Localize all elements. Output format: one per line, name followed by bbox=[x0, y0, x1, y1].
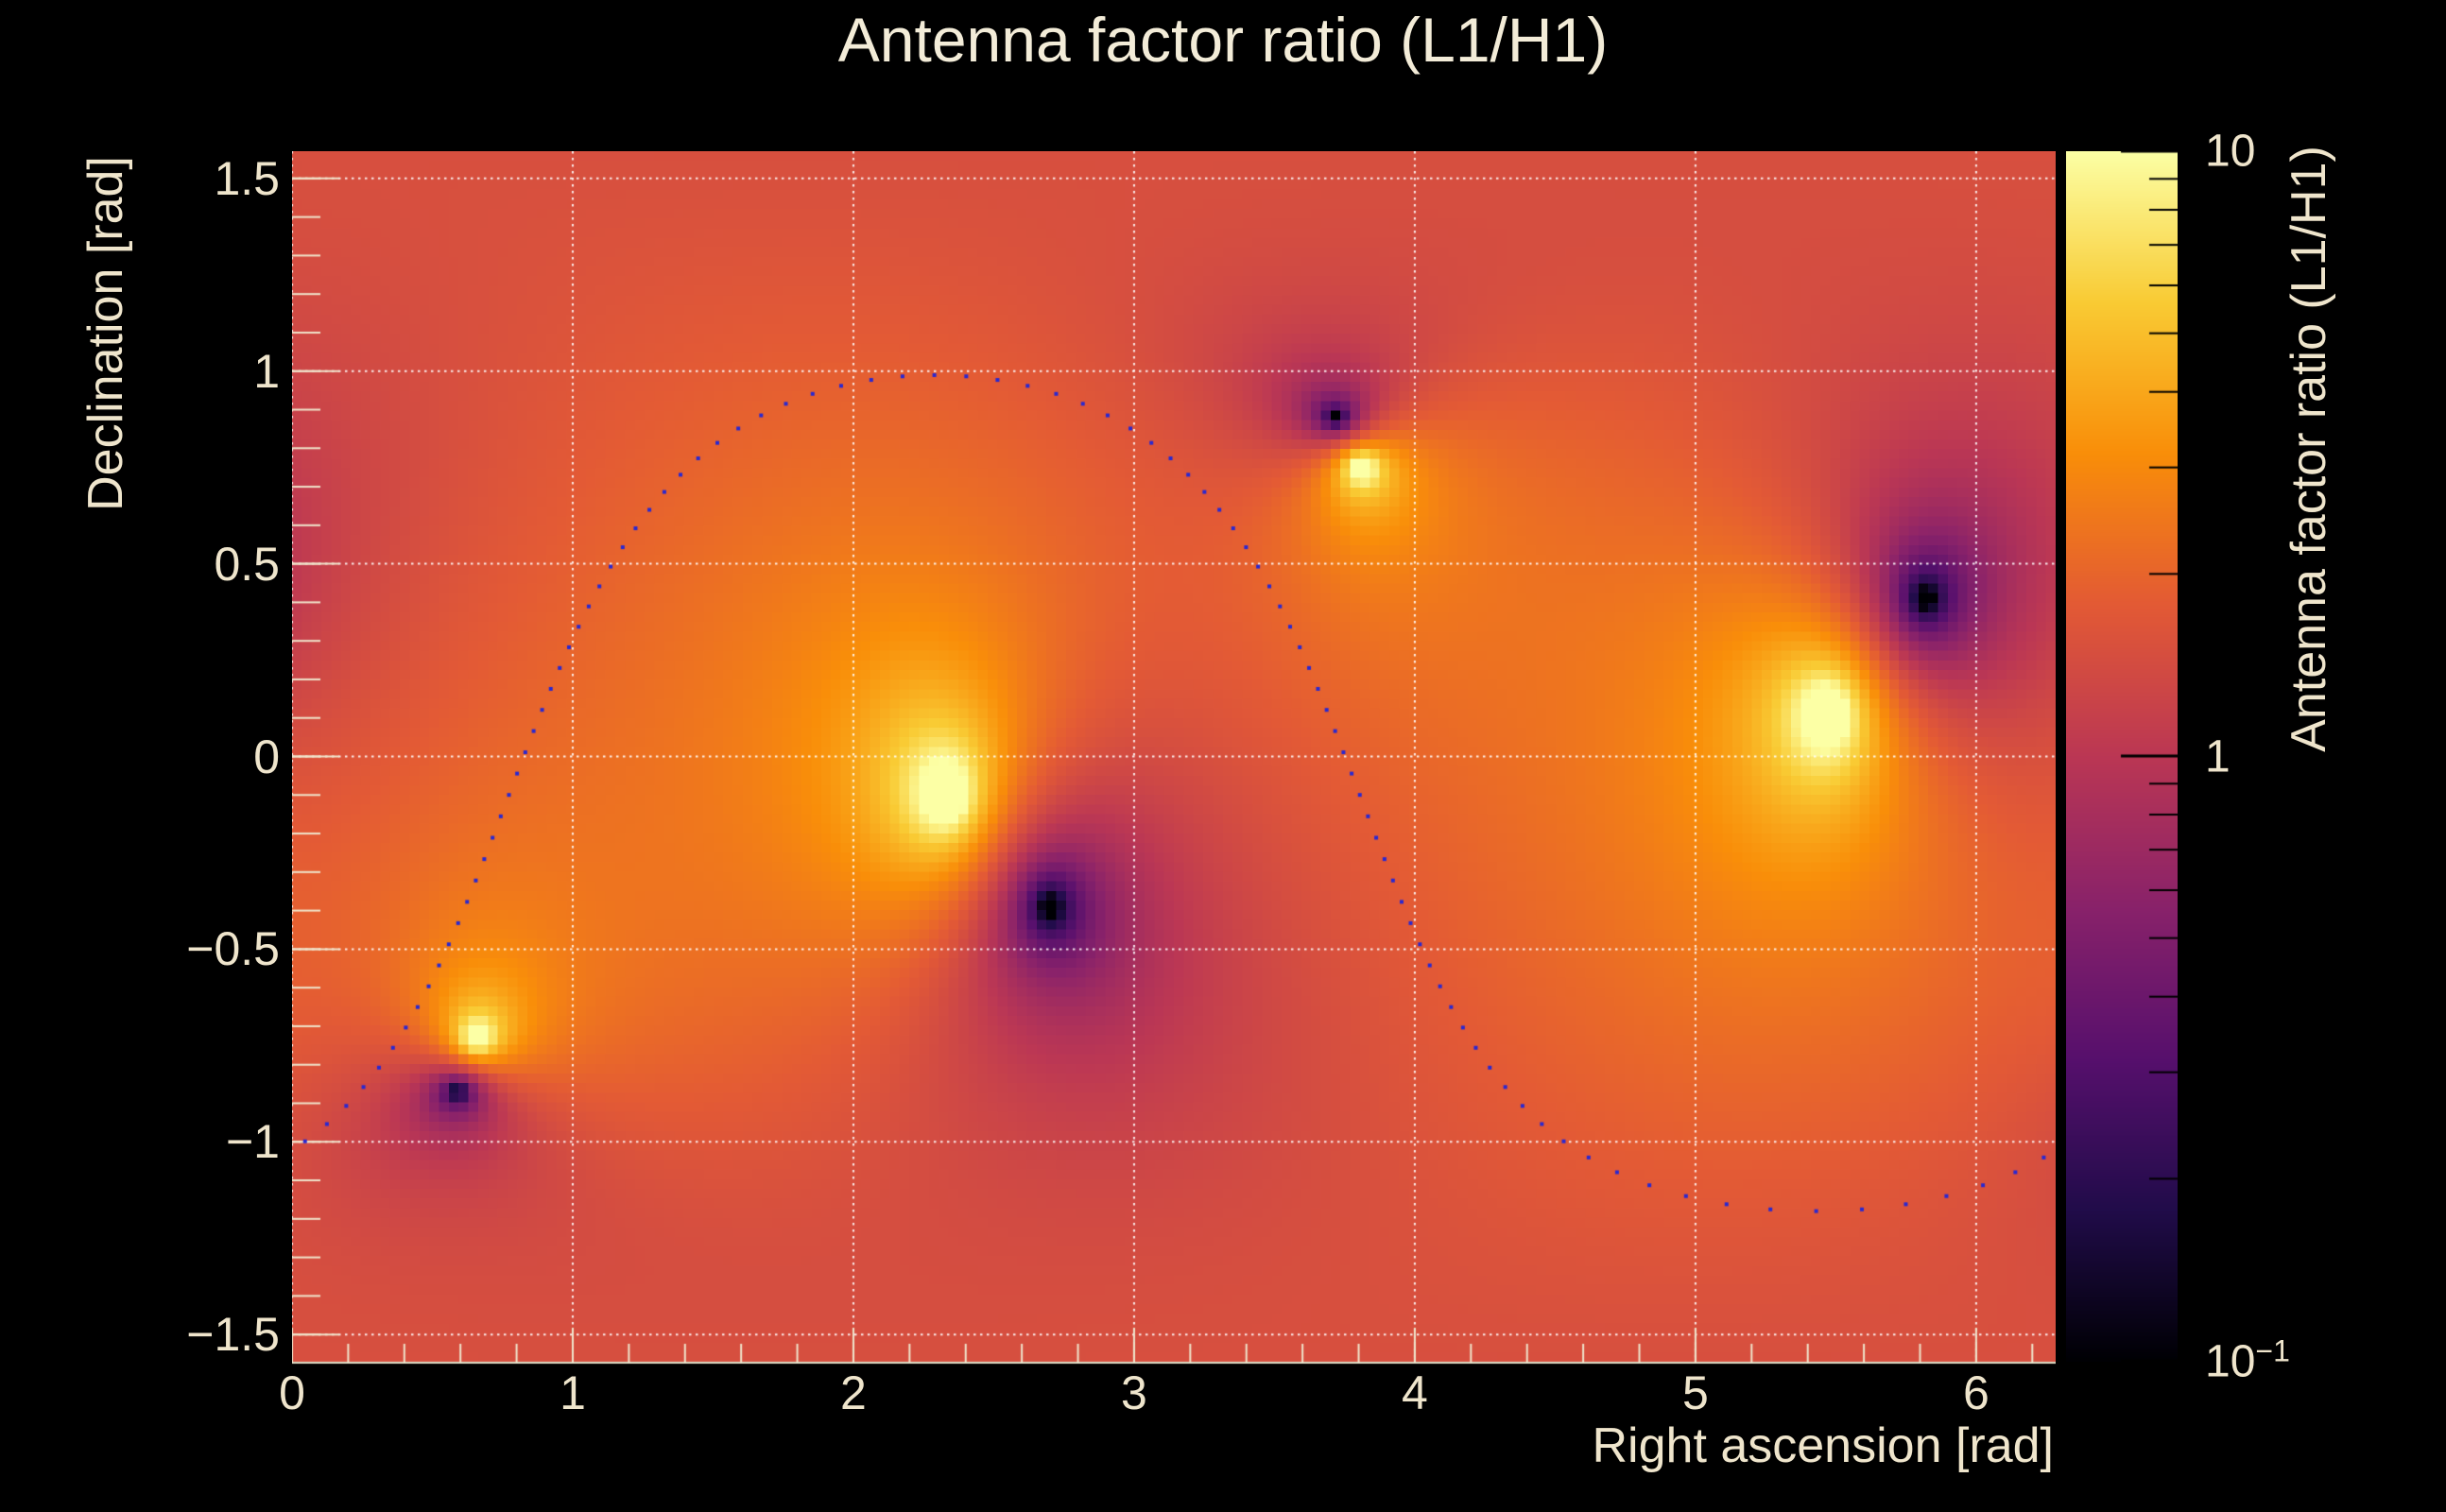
y-tick-label-4: −0.5 bbox=[186, 922, 280, 976]
x-tick-label-1: 1 bbox=[560, 1366, 586, 1419]
colorbar-title: Antenna factor ratio (L1/H1) bbox=[2282, 146, 2336, 752]
y-tick-label-0: 1.5 bbox=[214, 151, 280, 205]
colorbar-canvas bbox=[2066, 151, 2178, 1362]
y-tick-label-5: −1 bbox=[225, 1115, 280, 1169]
plot-overlay-canvas bbox=[292, 151, 2056, 1366]
exponent: −1 bbox=[2255, 1333, 2290, 1368]
y-tick-label-1: 1 bbox=[253, 344, 280, 398]
x-tick-label-3: 3 bbox=[1121, 1366, 1147, 1419]
y-axis-title: Declination [rad] bbox=[78, 156, 133, 511]
x-tick-label-6: 6 bbox=[1962, 1366, 1990, 1419]
x-tick-label-0: 0 bbox=[279, 1366, 305, 1419]
x-axis-title: Right ascension [rad] bbox=[1592, 1418, 2055, 1473]
y-tick-label-6: −1.5 bbox=[186, 1308, 280, 1362]
chart-title: Antenna factor ratio (L1/H1) bbox=[837, 5, 1609, 75]
y-tick-label-3: 0 bbox=[253, 730, 280, 783]
y-tick-label-2: 0.5 bbox=[214, 537, 280, 591]
colorbar-tick-label-1: 1 bbox=[2205, 731, 2231, 782]
x-tick-label-2: 2 bbox=[840, 1366, 867, 1419]
colorbar-tick-label-10: 10 bbox=[2205, 126, 2256, 177]
x-tick-label-4: 4 bbox=[1402, 1366, 1428, 1419]
colorbar-tick-label-0p1: 10−1 bbox=[2205, 1333, 2290, 1387]
heatmap-plot-area bbox=[292, 151, 2056, 1366]
x-tick-label-5: 5 bbox=[1682, 1366, 1709, 1419]
